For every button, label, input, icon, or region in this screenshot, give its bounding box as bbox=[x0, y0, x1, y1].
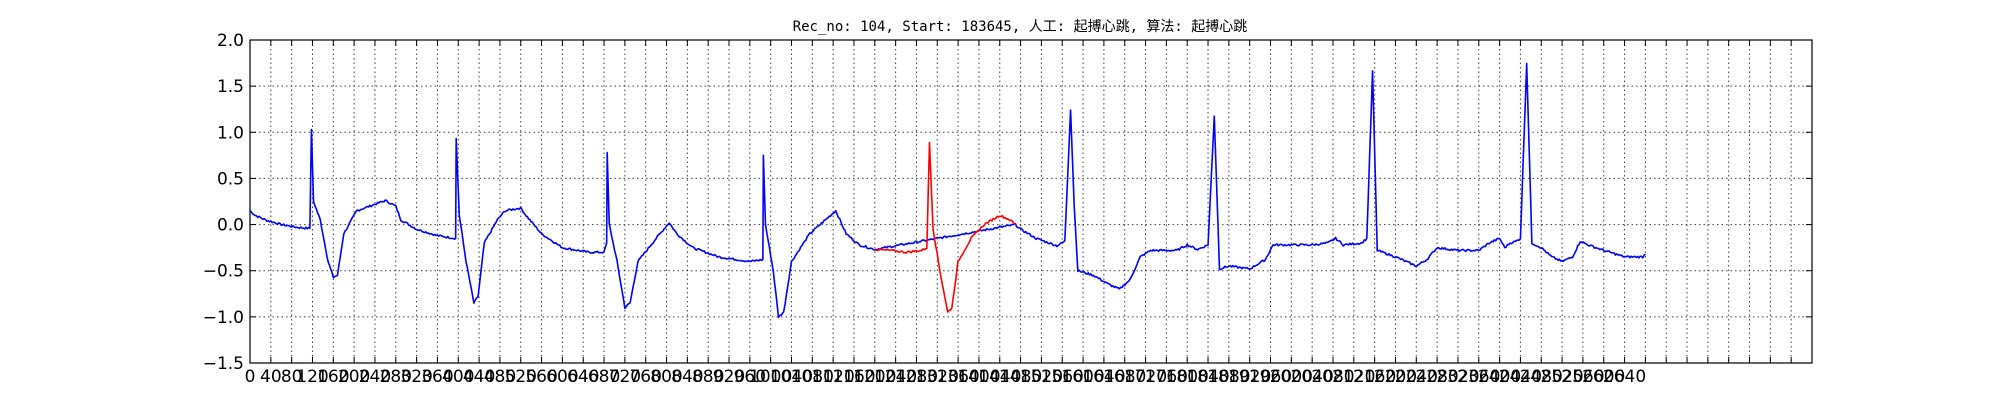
x-tick-label: 480 bbox=[484, 367, 516, 387]
x-tick-label: 960 bbox=[734, 367, 766, 387]
x-tick-label: 360 bbox=[421, 367, 453, 387]
x-tick-label: 2520 bbox=[1540, 367, 1583, 387]
x-tick-label: 1760 bbox=[1145, 367, 1188, 387]
x-tick-label: 680 bbox=[588, 367, 620, 387]
x-tick-label: 1240 bbox=[874, 367, 917, 387]
x-tick-label: 720 bbox=[609, 367, 641, 387]
x-tick-label: 2120 bbox=[1332, 367, 1375, 387]
y-axis: −1.5 −1.0 −0.5 0.0 0.5 1.0 1.5 2.0 bbox=[203, 31, 1812, 374]
x-tick-label: 240 bbox=[359, 367, 391, 387]
x-tick-label: 1000 bbox=[749, 367, 792, 387]
x-tick-label: 1160 bbox=[832, 367, 875, 387]
y-tick-label: 2.0 bbox=[217, 31, 244, 51]
x-tick-label: 1640 bbox=[1082, 367, 1125, 387]
plot-frame bbox=[249, 39, 1813, 364]
y-tick-label: 0.0 bbox=[217, 216, 244, 236]
x-tick-label: 1120 bbox=[812, 367, 855, 387]
x-tick-label: 160 bbox=[317, 367, 349, 387]
x-tick-label: 2640 bbox=[1603, 367, 1646, 387]
y-tick-label: 1.0 bbox=[217, 123, 244, 143]
x-tick-label: 2560 bbox=[1561, 367, 1604, 387]
y-tick-label: −0.5 bbox=[203, 262, 244, 282]
x-tick-label: 1200 bbox=[853, 367, 896, 387]
x-tick-label: 400 bbox=[442, 367, 474, 387]
x-tick-label: 280 bbox=[380, 367, 412, 387]
x-tick-label: 1960 bbox=[1249, 367, 1292, 387]
x-tick-label: 1720 bbox=[1124, 367, 1167, 387]
y-tick-label: 0.5 bbox=[217, 169, 244, 189]
x-tick-label: 200 bbox=[338, 367, 370, 387]
x-tick-label: 40 bbox=[260, 367, 282, 387]
x-axis: 0 40 8012016020024028032036040044048052056… bbox=[245, 40, 1813, 387]
x-tick-label: 1320 bbox=[916, 367, 959, 387]
x-tick-label: 2440 bbox=[1499, 367, 1542, 387]
x-tick-label: 320 bbox=[400, 367, 432, 387]
y-tick-label: 1.5 bbox=[217, 77, 244, 97]
x-tick-label: 2040 bbox=[1291, 367, 1334, 387]
chart-title: Rec_no: 104, Start: 183645, 人工: 起搏心跳, 算法… bbox=[793, 18, 1248, 35]
x-tick-label: 920 bbox=[713, 367, 745, 387]
x-tick-label: 1040 bbox=[770, 367, 813, 387]
x-tick-label: 840 bbox=[671, 367, 703, 387]
x-tick-label: 2240 bbox=[1395, 367, 1438, 387]
x-tick-label: 1840 bbox=[1186, 367, 1229, 387]
x-tick-label: 1400 bbox=[957, 367, 1000, 387]
x-tick-label: 1560 bbox=[1041, 367, 1084, 387]
ecg-trace-highlighted bbox=[874, 141, 1016, 313]
x-tick-label: 1800 bbox=[1166, 367, 1209, 387]
grid-layer bbox=[250, 40, 1812, 363]
x-tick-label: 1480 bbox=[999, 367, 1042, 387]
x-tick-label: 800 bbox=[650, 367, 682, 387]
x-tick-label: 640 bbox=[567, 367, 599, 387]
x-tick-label: 560 bbox=[525, 367, 557, 387]
x-tick-label: 2000 bbox=[1270, 367, 1313, 387]
x-tick-label: 2480 bbox=[1520, 367, 1563, 387]
x-tick-label: 2200 bbox=[1374, 367, 1417, 387]
x-tick-label: 2280 bbox=[1415, 367, 1458, 387]
x-tick-label: 120 bbox=[296, 367, 328, 387]
x-tick-label: 2080 bbox=[1311, 367, 1354, 387]
x-tick-label: 2400 bbox=[1478, 367, 1521, 387]
x-tick-label: 2320 bbox=[1436, 367, 1479, 387]
x-tick-label: 2160 bbox=[1353, 367, 1396, 387]
x-tick-label: 1600 bbox=[1061, 367, 1104, 387]
trace-layer bbox=[249, 62, 1646, 319]
x-tick-label: 520 bbox=[505, 367, 537, 387]
x-tick-label: 0 bbox=[245, 367, 256, 387]
x-tick-label: 2360 bbox=[1457, 367, 1500, 387]
x-tick-label: 440 bbox=[463, 367, 495, 387]
y-tick-label: −1.0 bbox=[203, 308, 244, 328]
x-tick-label: 880 bbox=[692, 367, 724, 387]
ecg-trace bbox=[249, 62, 1646, 319]
x-tick-label: 1360 bbox=[936, 367, 979, 387]
x-tick-label: 1880 bbox=[1207, 367, 1250, 387]
x-tick-label: 1440 bbox=[978, 367, 1021, 387]
x-tick-label: 1280 bbox=[895, 367, 938, 387]
x-tick-label: 600 bbox=[546, 367, 578, 387]
x-tick-label: 1520 bbox=[1020, 367, 1063, 387]
x-tick-label: 1680 bbox=[1103, 367, 1146, 387]
x-tick-label: 1920 bbox=[1228, 367, 1271, 387]
x-tick-label: 2600 bbox=[1582, 367, 1625, 387]
y-tick-label: −1.5 bbox=[203, 354, 244, 374]
x-tick-label: 1080 bbox=[791, 367, 834, 387]
x-tick-label: 80 bbox=[281, 367, 303, 387]
x-tick-label: 760 bbox=[629, 367, 661, 387]
